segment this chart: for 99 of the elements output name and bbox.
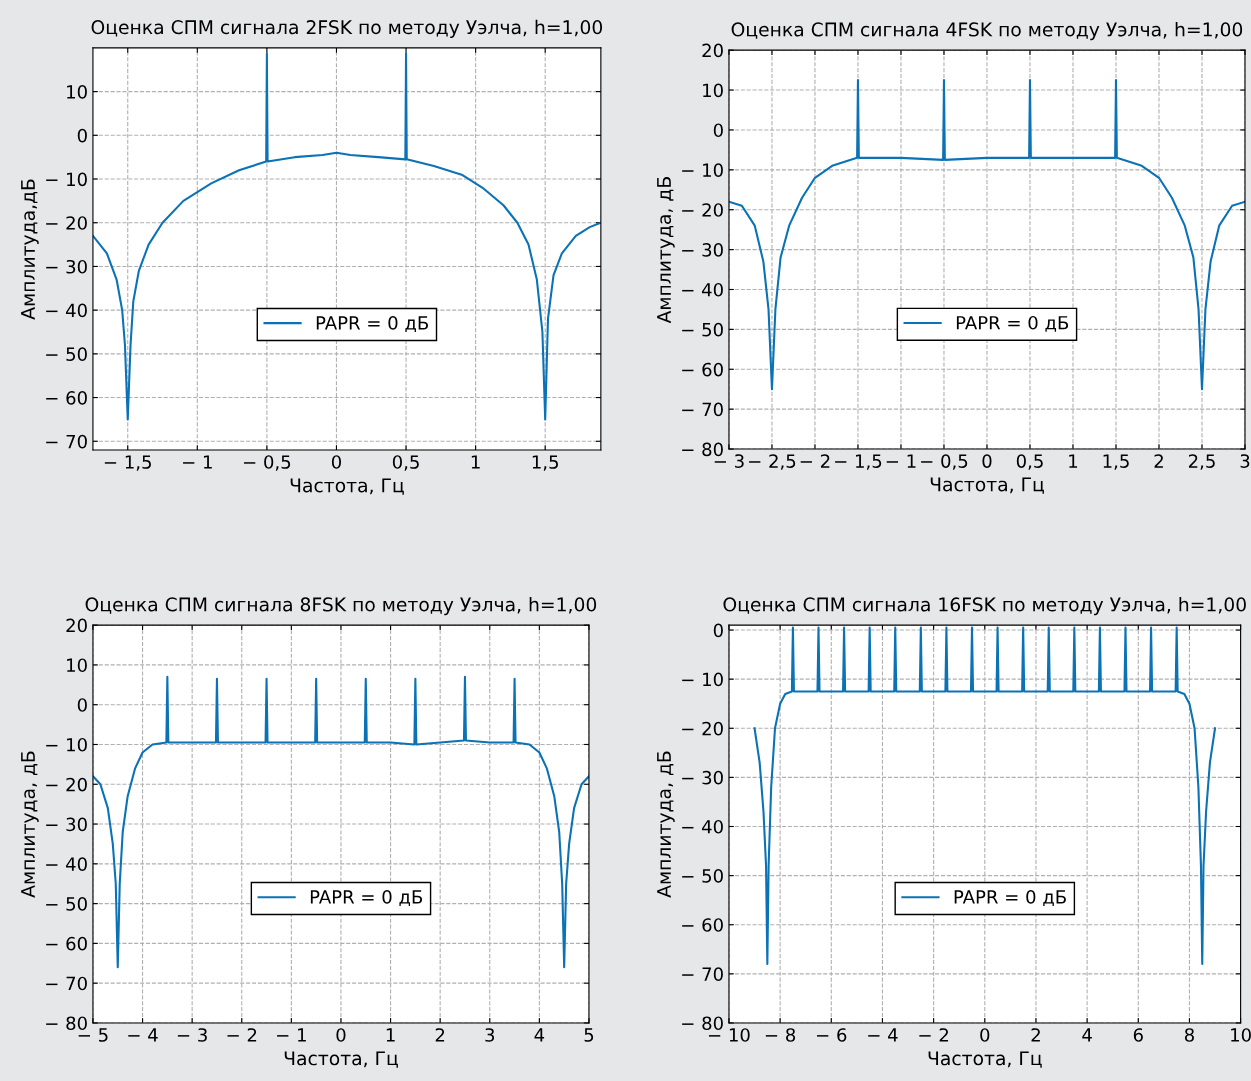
legend-label: PAPR = 0 дБ bbox=[956, 315, 1069, 332]
y-tick-label: − 60 bbox=[46, 391, 87, 405]
y-tick-label: − 40 bbox=[46, 857, 87, 871]
x-tick-label: 2 bbox=[1031, 1028, 1040, 1042]
line-series bbox=[92, 675, 589, 969]
x-tick-label: − 2,5 bbox=[749, 454, 796, 470]
y-tick-label: − 60 bbox=[682, 918, 723, 932]
x-tick-label: − 0,5 bbox=[921, 454, 968, 470]
x-tick-label: 0 bbox=[980, 1028, 990, 1042]
line-series bbox=[92, 52, 601, 421]
y-tick-label: − 10 bbox=[682, 672, 723, 687]
y-axis-title: Амплитуда,дБ bbox=[21, 179, 39, 320]
x-tick-label: 0 bbox=[331, 455, 342, 469]
x-tick-label: 1 bbox=[386, 1028, 395, 1042]
chart-title: Оценка СПМ сигнала 4FSK по методу Уэлча, h=1,00 bbox=[731, 22, 1243, 41]
y-tick-label: − 20 bbox=[682, 721, 723, 736]
y-tick-label: − 60 bbox=[682, 362, 723, 377]
x-tick-label: − 8 bbox=[765, 1028, 796, 1042]
legend-label: PAPR = 0 дБ bbox=[316, 316, 429, 332]
y-tick-label: − 10 bbox=[682, 163, 723, 177]
x-tick-label: 0 bbox=[336, 1028, 346, 1042]
x-tick-label: 0,5 bbox=[392, 455, 419, 471]
x-tick-label: 2 bbox=[1154, 454, 1163, 468]
x-axis-title: Частота, Гц bbox=[284, 1051, 398, 1068]
y-tick-label: 0 bbox=[77, 698, 87, 712]
y-tick-label: − 30 bbox=[46, 259, 87, 274]
line-series bbox=[728, 79, 1245, 391]
x-axis-title: Частота, Гц bbox=[930, 477, 1044, 494]
x-tick-label: − 1,5 bbox=[104, 455, 151, 471]
y-axis-title: Амплитуда, дБ bbox=[21, 751, 39, 898]
x-tick-label: 1,5 bbox=[532, 455, 558, 471]
y-tick-label: − 70 bbox=[46, 434, 87, 449]
y-tick-label: − 50 bbox=[682, 869, 723, 883]
x-tick-label: 10 bbox=[1231, 1028, 1251, 1042]
x-tick-label: 4 bbox=[534, 1028, 545, 1042]
y-tick-label: − 70 bbox=[682, 402, 723, 417]
y-tick-label: 10 bbox=[67, 85, 87, 99]
x-tick-label: − 1 bbox=[277, 1028, 306, 1042]
x-tick-label: 1 bbox=[471, 455, 480, 469]
y-tick-label: 10 bbox=[703, 83, 723, 98]
x-tick-label: 3 bbox=[1240, 454, 1250, 468]
legend-label: PAPR = 0 дБ bbox=[954, 890, 1066, 906]
y-tick-label: − 30 bbox=[682, 770, 723, 785]
x-tick-label: 3 bbox=[485, 1028, 495, 1042]
x-tick-label: 2 bbox=[435, 1028, 445, 1042]
chart-title: Оценка СПМ сигнала 8FSK по методу Уэлча, h=1,00 bbox=[85, 597, 597, 616]
legend-label: PAPR = 0 дБ bbox=[310, 890, 423, 906]
x-tick-label: 1,5 bbox=[1103, 454, 1129, 470]
y-tick-label: − 30 bbox=[46, 817, 87, 832]
x-tick-label: − 2 bbox=[227, 1028, 257, 1042]
x-tick-label: 2,5 bbox=[1188, 454, 1215, 470]
x-tick-label: − 4 bbox=[128, 1028, 158, 1042]
x-tick-label: − 6 bbox=[817, 1028, 847, 1042]
x-tick-label: 8 bbox=[1184, 1028, 1194, 1042]
x-tick-label: − 4 bbox=[868, 1028, 898, 1042]
y-tick-label: − 80 bbox=[682, 442, 723, 457]
y-tick-label: − 50 bbox=[682, 322, 723, 337]
y-tick-label: − 40 bbox=[46, 303, 87, 318]
x-tick-label: 6 bbox=[1133, 1028, 1143, 1042]
y-tick-label: − 80 bbox=[46, 1016, 87, 1031]
y-tick-label: − 70 bbox=[682, 967, 723, 981]
x-tick-label: 1 bbox=[1069, 454, 1078, 468]
y-tick-label: 0 bbox=[77, 128, 87, 143]
chart-title: Оценка СПМ сигнала 2FSK по методу Уэлча, h=1,00 bbox=[91, 19, 603, 38]
chart-title: Оценка СПМ сигнала 16FSK по методу Уэлча, h=1,00 bbox=[723, 597, 1246, 616]
y-tick-label: − 80 bbox=[682, 1016, 723, 1031]
x-tick-label: 0 bbox=[982, 454, 992, 468]
y-tick-label: − 70 bbox=[46, 976, 87, 991]
y-tick-label: 20 bbox=[66, 618, 87, 633]
y-tick-label: 10 bbox=[67, 658, 87, 673]
y-tick-label: − 50 bbox=[46, 897, 87, 911]
line-series bbox=[753, 626, 1217, 966]
y-tick-label: 0 bbox=[713, 623, 723, 638]
y-tick-label: − 50 bbox=[46, 347, 87, 361]
x-axis-title: Частота, Гц bbox=[290, 478, 404, 495]
x-tick-label: − 1 bbox=[183, 455, 212, 469]
y-tick-label: − 20 bbox=[682, 203, 723, 217]
x-tick-label: − 2 bbox=[800, 454, 830, 468]
y-tick-label: 20 bbox=[702, 43, 723, 58]
y-tick-label: − 10 bbox=[46, 737, 87, 752]
y-axis-title: Амплитуда, дБ bbox=[657, 751, 675, 898]
x-tick-label: 5 bbox=[584, 1028, 594, 1042]
x-tick-label: − 0,5 bbox=[244, 455, 291, 471]
x-tick-label: − 2 bbox=[919, 1028, 948, 1042]
x-axis-title: Частота, Гц bbox=[928, 1051, 1042, 1068]
y-tick-label: − 20 bbox=[46, 777, 87, 792]
y-tick-label: − 30 bbox=[682, 243, 723, 257]
y-axis-title: Амплитуда, дБ bbox=[657, 177, 675, 324]
y-tick-label: − 40 bbox=[682, 282, 723, 297]
x-tick-label: 0,5 bbox=[1016, 454, 1043, 470]
x-tick-label: 4 bbox=[1082, 1028, 1092, 1042]
x-tick-label: − 1 bbox=[886, 454, 916, 468]
x-tick-label: − 1,5 bbox=[835, 454, 882, 470]
y-tick-label: − 60 bbox=[46, 936, 87, 951]
y-tick-label: 0 bbox=[713, 123, 723, 138]
y-tick-label: − 20 bbox=[46, 216, 87, 230]
x-tick-label: − 3 bbox=[177, 1028, 207, 1042]
y-tick-label: − 10 bbox=[46, 172, 87, 187]
y-tick-label: − 40 bbox=[682, 819, 723, 834]
